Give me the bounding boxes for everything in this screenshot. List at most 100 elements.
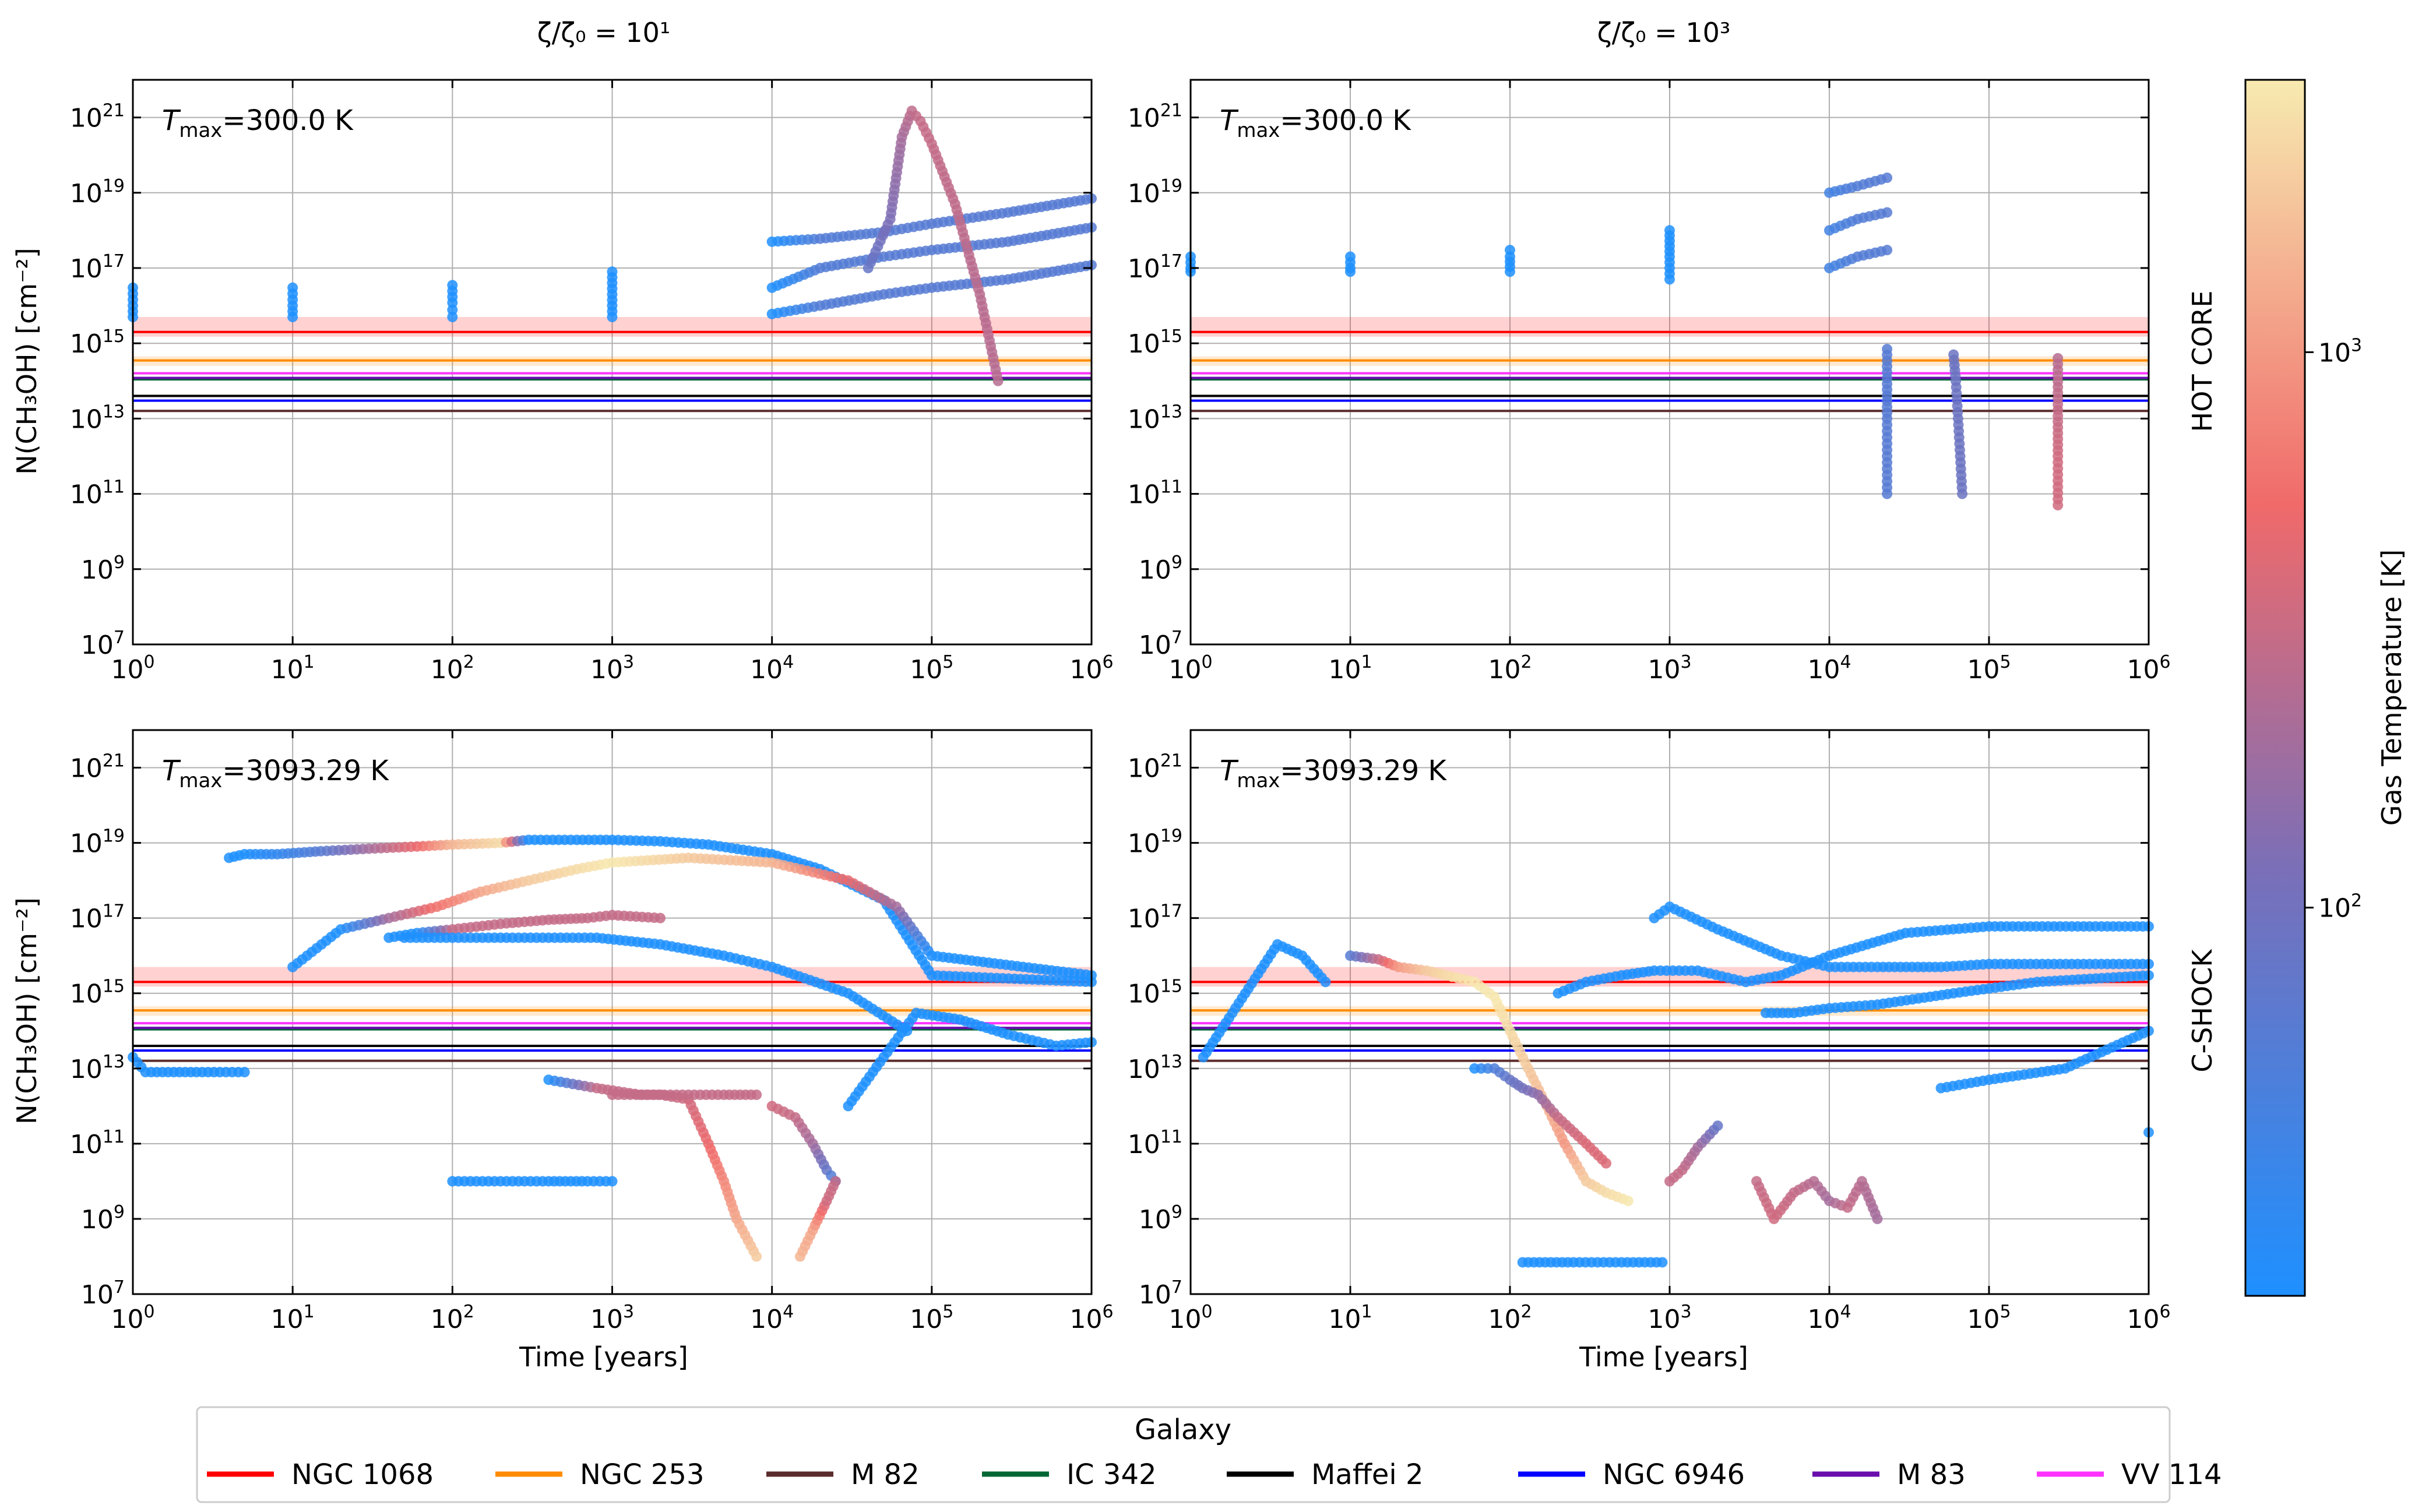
y-tick-label: 1019: [1128, 176, 1182, 209]
y-tick-label: 1015: [70, 977, 125, 1009]
x-tick-label: 106: [1069, 652, 1113, 685]
x-tick-label: 105: [910, 652, 953, 685]
y-tick-label: 109: [81, 1202, 125, 1235]
y-tick-label: 1015: [1128, 326, 1182, 359]
data-point: [239, 1067, 250, 1078]
y-tick-label: 1011: [1128, 477, 1182, 510]
data-point: [1712, 1120, 1723, 1132]
data-point: [992, 375, 1004, 386]
y-axis-label-bottom: N(CH₃OH) [cm⁻²]: [11, 897, 43, 1125]
y-tick-label: 107: [1139, 1277, 1182, 1310]
colorbar-tick-label: 103: [2318, 335, 2362, 368]
tmax-annotation: Tmax=300.0 K: [1220, 104, 1411, 142]
x-tick-label: 103: [590, 1302, 634, 1334]
data-point: [1664, 274, 1675, 285]
tmax-annotation: Tmax=3093.29 K: [162, 755, 389, 792]
y-axis-label-top: N(CH₃OH) [cm⁻²]: [11, 248, 43, 475]
y-tick-label: 107: [1139, 628, 1182, 660]
y-tick-label: 1019: [1128, 826, 1182, 859]
data-point: [1882, 245, 1893, 256]
legend-label: NGC 253: [580, 1458, 705, 1491]
y-tick-label: 1017: [70, 251, 125, 284]
row-label-c-shock: C-SHOCK: [2187, 949, 2218, 1073]
column-title-right: ζ/ζ₀ = 10³: [1597, 17, 1731, 48]
y-tick-label: 1017: [1128, 251, 1182, 284]
y-tick-label: 109: [1139, 1202, 1182, 1235]
x-tick-label: 103: [1647, 1302, 1691, 1334]
x-tick-label: 106: [1069, 1302, 1113, 1334]
y-tick-label: 1013: [1128, 1052, 1182, 1084]
y-tick-label: 1017: [70, 901, 125, 934]
data-point: [830, 1176, 841, 1187]
x-tick-label: 106: [2127, 652, 2170, 685]
data-point: [1505, 266, 1515, 277]
panels-group: 100 101 102 103 104 105 106 107 109 1011 1013 1015 1…: [70, 79, 2171, 1334]
tmax-annotation: Tmax=300.0 K: [162, 104, 354, 142]
data-point: [1622, 1196, 1634, 1207]
legend: Galaxy NGC 1068 NGC 253 M 82 IC 342 Maffei 2…: [196, 1406, 2222, 1503]
legend-title: Galaxy: [1135, 1414, 1231, 1446]
x-tick-label: 101: [271, 1302, 315, 1334]
x-tick-label: 105: [910, 1302, 953, 1334]
legend-frame: [196, 1406, 2171, 1503]
data-point: [1957, 488, 1968, 499]
column-title-left: ζ/ζ₀ = 10¹: [537, 17, 671, 48]
row-label-hot-core: HOT CORE: [2187, 291, 2218, 432]
x-tick-label: 101: [1328, 1302, 1372, 1334]
y-tick-label: 1017: [1128, 901, 1182, 934]
data-point: [287, 312, 298, 323]
y-tick-label: 1015: [70, 326, 125, 359]
legend-label: VV 114: [2121, 1458, 2222, 1491]
x-axis-label-left: Time [years]: [519, 1341, 688, 1373]
galaxy-band: [1191, 317, 2149, 337]
colorbar: 102 103 Gas Temperature [K]: [2244, 79, 2407, 1297]
x-tick-label: 104: [1807, 1302, 1851, 1334]
x-tick-label: 104: [750, 1302, 794, 1334]
data-point: [1872, 1213, 1883, 1224]
x-tick-label: 103: [590, 652, 634, 685]
x-tick-label: 101: [1328, 652, 1372, 685]
y-tick-label: 1021: [70, 751, 125, 784]
tmax-annotation: Tmax=3093.29 K: [1220, 755, 1447, 792]
y-tick-label: 109: [81, 552, 125, 585]
legend-items: NGC 1068 NGC 253 M 82 IC 342 Maffei 2 NGC 694…: [207, 1458, 2222, 1491]
y-tick-label: 1011: [70, 1127, 125, 1159]
x-tick-label: 102: [431, 1302, 474, 1334]
x-tick-label: 100: [1168, 1302, 1212, 1334]
data-point: [751, 1251, 762, 1262]
x-tick-label: 100: [111, 1302, 154, 1334]
legend-label: M 83: [1897, 1458, 1966, 1491]
panel-4: 100 101 102 103 104 105 106 107 109 1011 1013 1015 1…: [1128, 729, 2171, 1334]
y-tick-label: 1021: [1128, 101, 1182, 133]
x-tick-label: 100: [1168, 652, 1212, 685]
x-tick-label: 102: [431, 652, 474, 685]
y-tick-label: 1013: [70, 1052, 125, 1084]
data-point: [1320, 977, 1331, 988]
colorbar-ticks: 102 103: [2305, 335, 2362, 924]
x-tick-label: 104: [750, 652, 794, 685]
y-tick-label: 1013: [70, 401, 125, 434]
colorbar-label: Gas Temperature [K]: [2376, 549, 2407, 826]
x-tick-label: 101: [271, 652, 315, 685]
legend-label: Maffei 2: [1311, 1458, 1424, 1491]
y-tick-label: 1019: [70, 176, 125, 209]
legend-label: NGC 1068: [291, 1458, 434, 1491]
y-tick-label: 1021: [1128, 751, 1182, 784]
data-point: [1882, 172, 1893, 184]
x-tick-label: 100: [111, 652, 154, 685]
x-tick-label: 103: [1647, 652, 1691, 685]
legend-label: M 82: [851, 1458, 920, 1491]
y-tick-label: 109: [1139, 552, 1182, 585]
x-axis-label-right: Time [years]: [1579, 1341, 1748, 1373]
data-point: [1882, 488, 1893, 499]
data-point: [1882, 207, 1893, 218]
y-tick-label: 1013: [1128, 401, 1182, 434]
y-tick-label: 1019: [70, 826, 125, 859]
data-point: [447, 312, 458, 323]
panel-2: 100 101 102 103 104 105 106 107 109 1011 1013 1015 1…: [1128, 79, 2171, 685]
y-tick-label: 107: [81, 628, 125, 660]
data-point: [607, 312, 618, 323]
x-tick-label: 106: [2127, 1302, 2170, 1334]
panel-3: 100 101 102 103 104 105 106 107 109 1011 1013 1015 1…: [70, 729, 1114, 1334]
